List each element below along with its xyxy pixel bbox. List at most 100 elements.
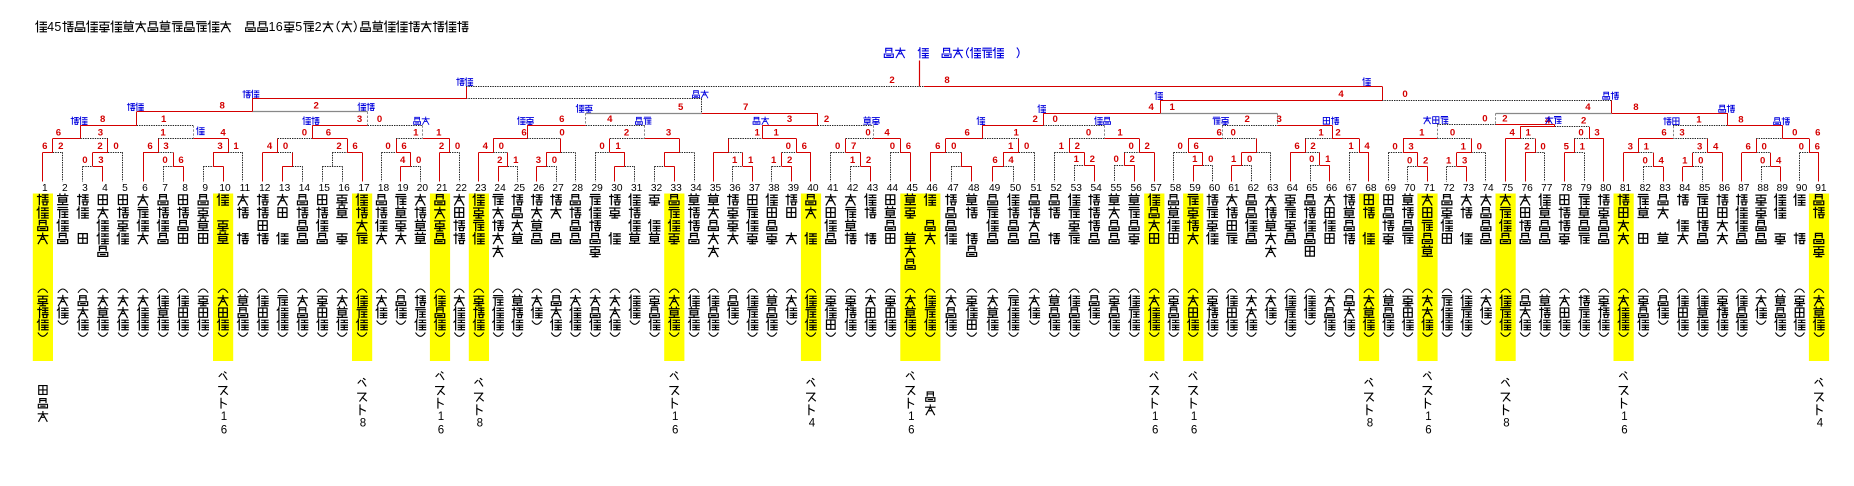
svg-text:0: 0 <box>1760 155 1765 166</box>
svg-text:49: 49 <box>989 183 1001 194</box>
svg-text:0: 0 <box>1762 142 1767 153</box>
svg-text:0: 0 <box>499 141 504 152</box>
svg-text:4: 4 <box>220 127 226 138</box>
svg-text:4: 4 <box>884 127 890 138</box>
svg-text:5: 5 <box>54 20 61 34</box>
svg-text:0: 0 <box>552 155 557 166</box>
svg-text:22: 22 <box>456 183 468 194</box>
svg-text:6: 6 <box>1815 128 1820 139</box>
svg-text:1: 1 <box>221 411 227 423</box>
svg-text:2: 2 <box>1075 141 1080 152</box>
svg-text:4: 4 <box>1149 102 1155 113</box>
svg-text:85: 85 <box>1699 183 1711 194</box>
svg-text:8: 8 <box>1367 418 1373 430</box>
svg-text:54: 54 <box>1091 183 1103 194</box>
svg-text:2: 2 <box>624 127 629 138</box>
svg-text:3: 3 <box>357 114 362 125</box>
svg-text:0: 0 <box>1208 154 1213 165</box>
svg-text:73: 73 <box>1463 183 1475 194</box>
svg-text:12: 12 <box>259 183 271 194</box>
svg-text:6: 6 <box>1746 142 1751 153</box>
svg-text:0: 0 <box>599 141 604 152</box>
svg-text:2: 2 <box>1524 141 1529 152</box>
svg-text:60: 60 <box>1209 183 1221 194</box>
svg-text:57: 57 <box>1151 183 1163 194</box>
svg-text:36: 36 <box>729 183 741 194</box>
svg-text:50: 50 <box>1010 183 1022 194</box>
svg-text:0: 0 <box>951 141 956 152</box>
svg-text:47: 47 <box>947 183 959 194</box>
svg-text:2: 2 <box>97 141 102 152</box>
svg-text:0: 0 <box>835 141 840 152</box>
svg-text:0: 0 <box>1231 127 1236 138</box>
svg-text:31: 31 <box>631 183 643 194</box>
svg-text:0: 0 <box>1407 155 1412 166</box>
svg-text:43: 43 <box>867 183 879 194</box>
svg-text:4: 4 <box>1510 127 1516 138</box>
svg-text:81: 81 <box>1620 183 1632 194</box>
svg-text:4: 4 <box>102 183 108 194</box>
svg-text:2: 2 <box>439 141 444 152</box>
svg-text:13: 13 <box>279 183 291 194</box>
svg-text:5: 5 <box>122 183 128 194</box>
svg-text:4: 4 <box>1364 141 1370 152</box>
svg-text:4: 4 <box>1817 418 1824 430</box>
svg-text:6: 6 <box>401 141 406 152</box>
svg-text:2: 2 <box>1145 141 1150 152</box>
svg-text:0: 0 <box>1024 141 1029 152</box>
svg-text:2: 2 <box>497 155 502 166</box>
svg-text:30: 30 <box>611 183 623 194</box>
svg-text:32: 32 <box>651 183 663 194</box>
svg-text:4: 4 <box>267 141 273 152</box>
svg-text:1: 1 <box>1318 127 1324 138</box>
svg-text:2: 2 <box>315 20 322 34</box>
svg-text:4: 4 <box>1585 102 1591 113</box>
svg-text:0: 0 <box>1643 155 1648 166</box>
svg-text:6: 6 <box>221 424 227 436</box>
svg-text:58: 58 <box>1170 183 1182 194</box>
svg-text:39: 39 <box>788 183 800 194</box>
svg-text:24: 24 <box>494 183 506 194</box>
svg-text:3: 3 <box>1408 141 1413 152</box>
svg-text:6: 6 <box>178 155 183 166</box>
svg-text:0: 0 <box>890 141 895 152</box>
svg-text:0: 0 <box>416 155 421 166</box>
svg-text:0: 0 <box>1792 128 1797 139</box>
svg-text:0: 0 <box>162 155 167 166</box>
svg-text:6: 6 <box>559 114 564 125</box>
svg-text:21: 21 <box>436 183 448 194</box>
svg-text:2: 2 <box>889 75 894 86</box>
svg-text:1: 1 <box>1526 127 1532 138</box>
svg-text:2: 2 <box>866 155 871 166</box>
svg-text:6: 6 <box>906 141 911 152</box>
svg-text:0: 0 <box>385 141 390 152</box>
svg-text:76: 76 <box>1522 183 1534 194</box>
svg-text:80: 80 <box>1600 183 1612 194</box>
svg-text:2: 2 <box>1310 141 1315 152</box>
svg-text:6: 6 <box>935 141 940 152</box>
svg-text:3: 3 <box>1594 127 1599 138</box>
svg-text:1: 1 <box>1325 154 1331 165</box>
svg-text:4: 4 <box>47 20 54 34</box>
svg-text:1: 1 <box>1191 411 1197 423</box>
svg-text:1: 1 <box>1008 141 1014 152</box>
svg-text:0: 0 <box>1477 141 1482 152</box>
svg-text:20: 20 <box>417 183 429 194</box>
svg-text:2: 2 <box>787 155 792 166</box>
svg-text:1: 1 <box>1170 102 1176 113</box>
svg-text:1: 1 <box>269 20 276 34</box>
svg-text:87: 87 <box>1738 183 1750 194</box>
svg-text:4: 4 <box>1008 155 1014 166</box>
svg-text:6: 6 <box>142 183 148 194</box>
svg-text:3: 3 <box>1697 142 1702 153</box>
svg-text:0: 0 <box>1402 89 1407 100</box>
svg-text:23: 23 <box>475 183 487 194</box>
svg-text:6: 6 <box>1661 128 1666 139</box>
svg-text:3: 3 <box>217 141 222 152</box>
svg-text:8: 8 <box>1738 115 1744 126</box>
svg-text:0: 0 <box>1053 114 1058 125</box>
svg-text:69: 69 <box>1385 183 1397 194</box>
svg-text:8: 8 <box>100 114 106 125</box>
svg-text:0: 0 <box>1114 154 1119 165</box>
svg-text:46: 46 <box>927 183 939 194</box>
